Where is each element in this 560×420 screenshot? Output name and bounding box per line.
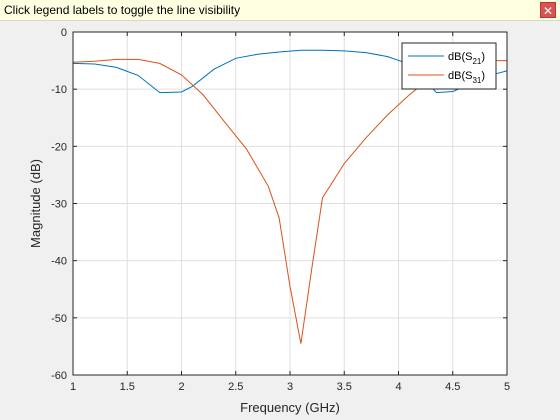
legend-label-1: dB(S31) (448, 70, 485, 85)
legend-item-dbs21[interactable]: dB(S21) (408, 51, 485, 66)
x-tick-label-2: 2 (178, 381, 184, 393)
x-tick-label-0: 1 (70, 381, 76, 393)
y-tick-label-2: -20 (51, 141, 67, 153)
y-axis-label: Magnitude (dB) (28, 159, 43, 248)
legend: dB(S21) dB(S31) (401, 42, 497, 90)
legend-label-0: dB(S21) (448, 51, 485, 66)
x-axis-label: Frequency (GHz) (240, 400, 340, 415)
y-tick-label-0: 0 (61, 27, 67, 39)
legend-box (401, 42, 497, 90)
info-message: Click legend labels to toggle the line v… (4, 3, 241, 17)
x-tick-label-6: 4 (395, 381, 401, 393)
x-tick-label-4: 3 (287, 381, 293, 393)
y-tick-label-4: -40 (51, 256, 67, 268)
info-bar: Click legend labels to toggle the line v… (0, 0, 560, 21)
y-tick-label-6: -60 (51, 370, 67, 382)
y-tick-label-1: -10 (51, 84, 67, 96)
y-tick-label-3: -30 (51, 199, 67, 211)
x-tick-label-1: 1.5 (120, 381, 135, 393)
x-tick-label-8: 5 (504, 381, 510, 393)
x-tick-label-5: 3.5 (337, 381, 352, 393)
legend-item-dbs31[interactable]: dB(S31) (408, 70, 485, 85)
close-icon[interactable]: ✕ (540, 2, 556, 18)
x-tick-label-3: 2.5 (228, 381, 243, 393)
series-line-dbs21 (73, 49, 507, 94)
y-tick-label-5: -50 (51, 313, 67, 325)
x-tick-label-7: 4.5 (445, 381, 460, 393)
